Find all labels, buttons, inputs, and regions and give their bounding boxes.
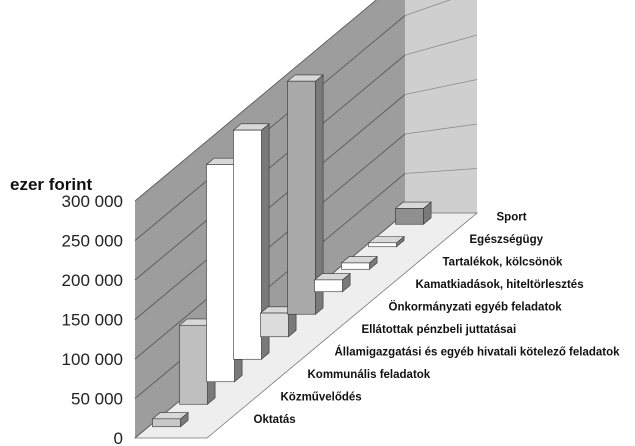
bar-front	[368, 242, 397, 248]
y-tick-label: 100 000	[62, 350, 123, 369]
gridline-side	[404, 79, 478, 95]
y-tick-label: 300 000	[62, 192, 123, 211]
bars	[151, 74, 432, 428]
gridline-side	[404, 0, 451, 16]
y-axis-label: ezer forint	[10, 175, 93, 194]
category-label: Ellátottak pénzbeli juttatásai	[362, 324, 517, 336]
bar	[367, 235, 405, 248]
bar-front	[395, 208, 424, 225]
bar-front	[314, 279, 343, 293]
category-label: Államigazgatási és egyéb hivatali kötele…	[335, 345, 621, 358]
bar	[394, 201, 432, 225]
category-label: Közművelődés	[281, 391, 362, 403]
category-label: Önkormányzati egyéb feladatok	[389, 300, 563, 313]
bar	[286, 74, 324, 315]
gridline-side	[404, 123, 478, 135]
gridline	[134, 133, 406, 360]
bar	[340, 255, 378, 270]
y-tick-label: 200 000	[62, 271, 123, 290]
bar-front	[152, 418, 181, 428]
bar-front	[341, 262, 370, 270]
bar	[151, 411, 189, 428]
y-tick-label: 250 000	[62, 232, 123, 251]
category-label: Oktatás	[254, 414, 296, 426]
y-tick-label: 150 000	[62, 311, 123, 330]
bar-front	[179, 324, 208, 405]
category-label: Egészségügy	[470, 234, 544, 246]
y-axis-ticks: 0 50 000 100 000 150 000 200 000 250 000 300 0…	[62, 192, 123, 446]
y-tick-label: 50 000	[71, 390, 123, 409]
gridline-side	[404, 34, 478, 56]
category-label: Tartalékok, kölcsönök	[443, 256, 564, 268]
gridline	[134, 0, 377, 202]
side-wall	[405, 0, 477, 213]
gridline	[134, 15, 406, 241]
bar-front	[260, 312, 289, 338]
y-tick-label: 0	[114, 429, 123, 446]
bar-front	[287, 80, 316, 315]
gridline	[134, 94, 406, 320]
bar	[232, 123, 270, 360]
category-label: Sport	[497, 211, 527, 223]
bar-front	[233, 129, 262, 360]
category-label: Kommunális feladatok	[308, 369, 431, 381]
gridline	[134, 54, 406, 281]
category-labels: Oktatás Közművelődés Kommunális feladatok Á…	[254, 211, 621, 426]
category-label: Kamatkiadások, hiteltörlesztés	[416, 279, 584, 291]
gridline-side	[404, 168, 478, 174]
bar-front	[206, 164, 235, 383]
bar	[313, 272, 351, 293]
